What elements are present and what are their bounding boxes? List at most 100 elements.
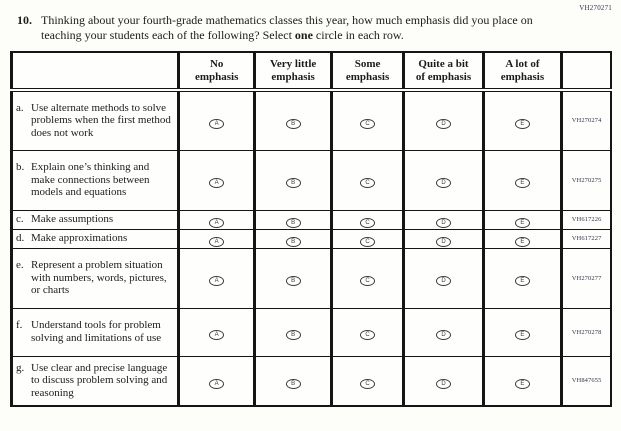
answer-oval[interactable]: B <box>285 276 301 286</box>
emphasis-option-cell[interactable]: E <box>481 89 563 151</box>
emphasis-option-cell[interactable]: D <box>402 89 484 151</box>
emphasis-option-cell[interactable]: D <box>402 355 484 407</box>
emphasis-option-cell[interactable]: D <box>402 149 484 211</box>
oval-letter: C <box>365 380 370 387</box>
header-no-emphasis: No emphasis <box>176 51 256 92</box>
oval-letter: A <box>214 380 219 387</box>
answer-oval[interactable]: E <box>514 330 530 340</box>
answer-oval[interactable]: E <box>514 178 530 188</box>
emphasis-option-cell[interactable]: E <box>481 149 563 211</box>
emphasis-option-cell[interactable]: C <box>329 355 405 407</box>
header-quite-a-bit-of-emphasis: Quite a bit of emphasis <box>402 51 484 92</box>
emphasis-option-cell[interactable]: D <box>402 209 484 230</box>
emphasis-option-cell[interactable]: E <box>481 355 563 407</box>
oval-letter: A <box>214 238 219 245</box>
oval-letter: E <box>520 219 525 226</box>
answer-oval[interactable]: B <box>285 236 301 247</box>
header-code-blank <box>560 51 612 92</box>
answer-oval[interactable]: D <box>435 330 451 340</box>
table-row: d. Make approximations A B C D E VH617227 <box>10 228 612 249</box>
table-row: e. Represent a problem situation with num… <box>10 247 612 309</box>
item-accession-code: VH270275 <box>560 149 612 211</box>
table-row: c. Make assumptions A B C D E VH617226 <box>10 209 612 230</box>
emphasis-option-cell[interactable]: B <box>253 228 332 249</box>
answer-oval[interactable]: D <box>435 276 451 286</box>
row-letter: f. <box>16 319 23 332</box>
header-line: emphasis <box>500 70 545 83</box>
answer-oval[interactable]: A <box>209 378 225 389</box>
answer-oval[interactable]: C <box>360 217 376 228</box>
answer-oval[interactable]: A <box>209 330 225 340</box>
answer-oval[interactable]: C <box>360 378 376 389</box>
emphasis-option-cell[interactable]: A <box>176 307 256 357</box>
answer-oval[interactable]: E <box>514 236 530 247</box>
oval-letter: E <box>520 238 525 245</box>
answer-oval[interactable]: D <box>435 378 451 389</box>
emphasis-option-cell[interactable]: B <box>253 307 332 357</box>
emphasis-option-cell[interactable]: C <box>329 89 405 151</box>
oval-letter: C <box>365 238 370 245</box>
emphasis-option-cell[interactable]: D <box>402 307 484 357</box>
answer-oval[interactable]: A <box>209 236 225 247</box>
emphasis-option-cell[interactable]: D <box>402 247 484 309</box>
answer-oval[interactable]: E <box>514 378 530 389</box>
answer-oval[interactable]: D <box>435 217 451 228</box>
answer-oval[interactable]: A <box>209 217 225 228</box>
emphasis-option-cell[interactable]: C <box>329 149 405 211</box>
item-accession-code: VH847655 <box>560 355 612 407</box>
header-very-little-emphasis: Very little emphasis <box>253 51 332 92</box>
statement-cell: b. Explain one’s thinking and make connec… <box>10 149 179 211</box>
emphasis-option-cell[interactable]: C <box>329 209 405 230</box>
emphasis-option-cell[interactable]: A <box>176 355 256 407</box>
emphasis-option-cell[interactable]: E <box>481 307 563 357</box>
table-row: g. Use clear and precise language to disc… <box>10 355 612 407</box>
answer-oval[interactable]: A <box>209 178 225 188</box>
table-row: b. Explain one’s thinking and make connec… <box>10 149 612 211</box>
emphasis-option-cell[interactable]: B <box>253 89 332 151</box>
answer-oval[interactable]: C <box>360 178 376 188</box>
answer-oval[interactable]: C <box>360 276 376 286</box>
item-accession-code: VH270277 <box>560 247 612 309</box>
answer-oval[interactable]: A <box>209 118 225 129</box>
emphasis-option-cell[interactable]: E <box>481 228 563 249</box>
answer-oval[interactable]: E <box>514 118 530 129</box>
oval-letter: B <box>291 380 296 387</box>
oval-letter: A <box>214 180 219 186</box>
answer-oval[interactable]: D <box>435 236 451 247</box>
answer-oval[interactable]: B <box>285 118 301 129</box>
emphasis-option-cell[interactable]: E <box>481 247 563 309</box>
emphasis-option-cell[interactable]: E <box>481 209 563 230</box>
answer-oval[interactable]: C <box>360 118 376 129</box>
answer-oval[interactable]: C <box>360 330 376 340</box>
oval-letter: A <box>214 219 219 226</box>
answer-oval[interactable]: B <box>285 330 301 340</box>
answer-oval[interactable]: B <box>285 178 301 188</box>
emphasis-option-cell[interactable]: C <box>329 247 405 309</box>
row-letter: e. <box>16 259 24 272</box>
answer-oval[interactable]: D <box>435 178 451 188</box>
emphasis-option-cell[interactable]: D <box>402 228 484 249</box>
emphasis-option-cell[interactable]: B <box>253 149 332 211</box>
emphasis-option-cell[interactable]: B <box>253 209 332 230</box>
answer-oval[interactable]: E <box>514 276 530 286</box>
answer-oval[interactable]: E <box>514 217 530 228</box>
answer-oval[interactable]: B <box>285 378 301 389</box>
emphasis-option-cell[interactable]: B <box>253 247 332 309</box>
emphasis-option-cell[interactable]: C <box>329 307 405 357</box>
header-line: Some <box>354 58 381 70</box>
emphasis-option-cell[interactable]: A <box>176 149 256 211</box>
emphasis-option-cell[interactable]: A <box>176 228 256 249</box>
emphasis-option-cell[interactable]: B <box>253 355 332 407</box>
answer-oval[interactable]: D <box>435 118 451 129</box>
emphasis-option-cell[interactable]: A <box>176 209 256 230</box>
header-line: A lot of <box>505 58 540 70</box>
answer-oval[interactable]: B <box>285 217 301 228</box>
answer-oval[interactable]: C <box>360 236 376 247</box>
emphasis-option-cell[interactable]: A <box>176 247 256 309</box>
answer-oval[interactable]: A <box>209 276 225 286</box>
oval-letter: D <box>441 238 446 245</box>
oval-letter: D <box>441 278 446 284</box>
emphasis-option-cell[interactable]: A <box>176 89 256 151</box>
emphasis-option-cell[interactable]: C <box>329 228 405 249</box>
statement-cell: f. Understand tools for problem solving a… <box>10 307 179 357</box>
